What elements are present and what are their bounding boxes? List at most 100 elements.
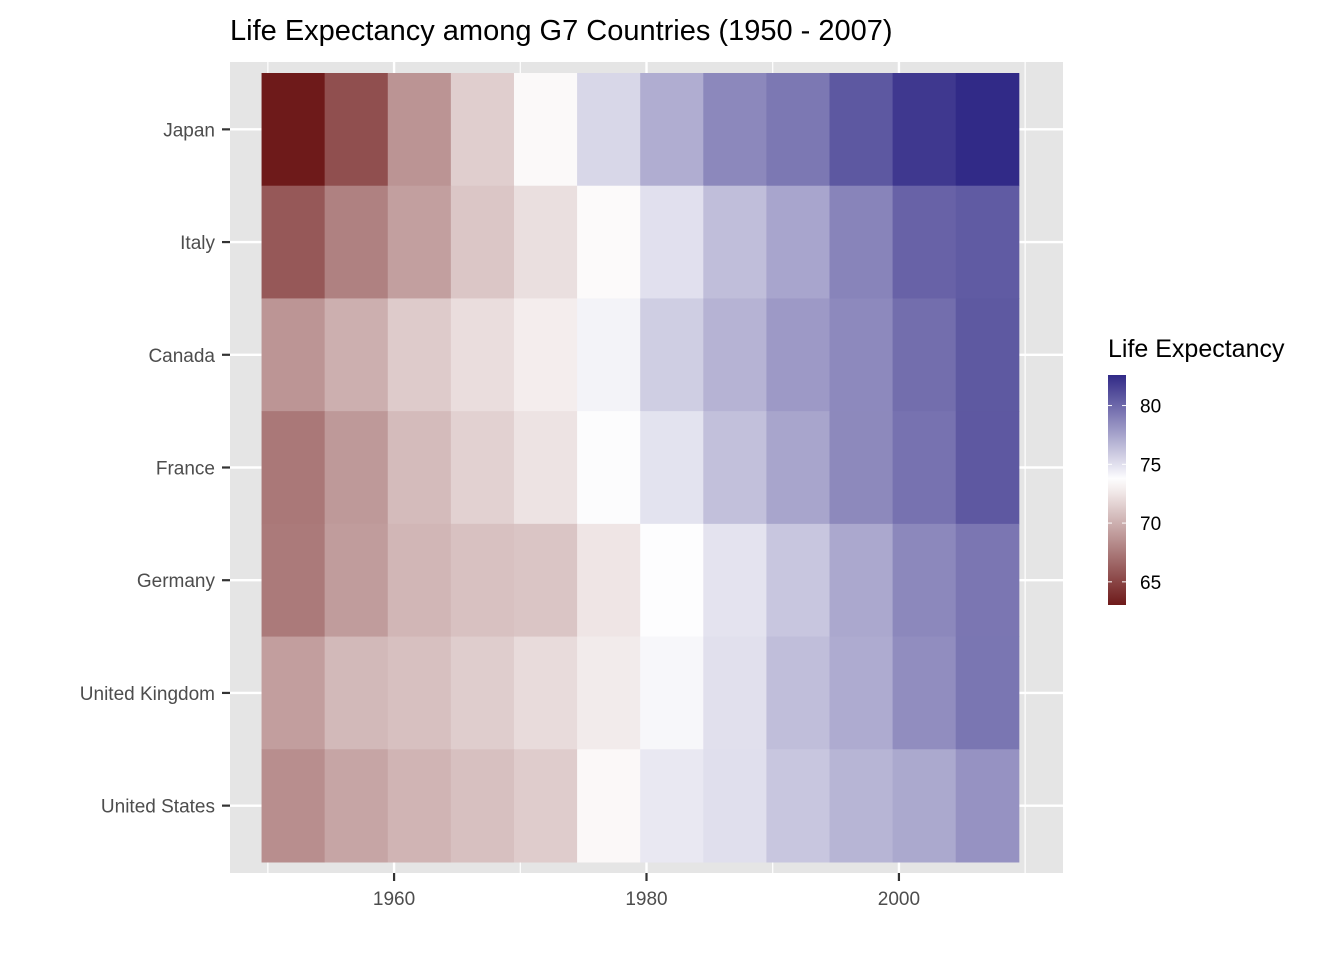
heatmap-tile <box>577 749 641 863</box>
heatmap-tile <box>324 185 389 299</box>
x-tick-label: 2000 <box>878 889 920 910</box>
heatmap-tile <box>829 298 894 412</box>
heatmap-tile <box>387 411 452 525</box>
heatmap-tile <box>261 749 326 863</box>
heatmap-tile <box>703 298 767 412</box>
legend-label: 70 <box>1140 514 1161 535</box>
heatmap-tile <box>703 636 767 750</box>
heatmap-tile <box>766 636 831 750</box>
heatmap-tile <box>703 523 767 638</box>
y-tick-label: Japan <box>163 120 215 141</box>
heatmap-tile <box>892 411 957 525</box>
heatmap-tile <box>703 185 767 299</box>
legend-label: 75 <box>1140 455 1161 476</box>
heatmap-tile <box>324 749 389 863</box>
heatmap-tile <box>387 749 452 863</box>
chart-title: Life Expectancy among G7 Countries (1950… <box>230 15 893 47</box>
heatmap-tile <box>892 298 957 412</box>
heatmap-tile <box>324 298 389 412</box>
heatmap-tile <box>577 185 641 299</box>
heatmap-tile <box>450 523 515 638</box>
heatmap-tile <box>640 73 704 187</box>
heatmap-tile <box>892 749 957 863</box>
heatmap-tile <box>450 636 515 750</box>
heatmap-tile <box>261 411 326 525</box>
heatmap-tile <box>955 185 1020 299</box>
x-axis: 1960 1980 2000 <box>373 873 920 910</box>
heatmap-tile <box>450 749 515 863</box>
heatmap-tile <box>387 523 452 638</box>
heatmap-tile <box>513 411 578 525</box>
heatmap-tile <box>640 185 704 299</box>
heatmap-tile <box>955 749 1020 863</box>
heatmap-tile <box>829 636 894 750</box>
heatmap-tile <box>892 636 957 750</box>
heatmap-tiles <box>261 73 1020 863</box>
y-tick-label: Canada <box>148 346 215 367</box>
heatmap-tile <box>450 185 515 299</box>
heatmap-tile <box>577 298 641 412</box>
x-tick-label: 1980 <box>625 889 667 910</box>
heatmap-tile <box>955 73 1020 187</box>
heatmap-tile <box>261 73 326 187</box>
heatmap-tile <box>261 523 326 638</box>
heatmap-tile <box>387 298 452 412</box>
heatmap-tile <box>766 523 831 638</box>
heatmap-tile <box>324 411 389 525</box>
heatmap-tile <box>955 636 1020 750</box>
heatmap-tile <box>450 411 515 525</box>
heatmap-tile <box>766 185 831 299</box>
heatmap-tile <box>387 185 452 299</box>
y-tick-label: Germany <box>137 571 216 592</box>
heatmap-tile <box>829 749 894 863</box>
heatmap-tile <box>955 411 1020 525</box>
heatmap-tile <box>892 73 957 187</box>
heatmap-tile <box>387 636 452 750</box>
heatmap-tile <box>513 73 578 187</box>
heatmap-tile <box>955 298 1020 412</box>
heatmap-tile <box>829 185 894 299</box>
heatmap-tile <box>892 523 957 638</box>
heatmap-tile <box>640 411 704 525</box>
heatmap-tile <box>829 73 894 187</box>
heatmap-tile <box>640 298 704 412</box>
legend-title: Life Expectancy <box>1108 335 1285 363</box>
heatmap-tile <box>577 411 641 525</box>
heatmap-tile <box>324 636 389 750</box>
heatmap-tile <box>261 636 326 750</box>
heatmap-tile <box>450 298 515 412</box>
x-tick-label: 1960 <box>373 889 415 910</box>
legend-label: 80 <box>1140 397 1161 418</box>
heatmap-tile <box>513 185 578 299</box>
heatmap-tile <box>324 523 389 638</box>
heatmap-tile <box>324 73 389 187</box>
heatmap-tile <box>766 73 831 187</box>
heatmap-tile <box>450 73 515 187</box>
y-tick-label: United Kingdom <box>80 684 215 705</box>
heatmap-tile <box>703 411 767 525</box>
heatmap-tile <box>766 298 831 412</box>
heatmap-tile <box>261 298 326 412</box>
heatmap-tile <box>703 749 767 863</box>
heatmap-tile <box>703 73 767 187</box>
heatmap-tile <box>513 523 578 638</box>
heatmap-tile <box>892 185 957 299</box>
heatmap-tile <box>766 749 831 863</box>
heatmap-tile <box>261 185 326 299</box>
heatmap-tile <box>513 636 578 750</box>
legend-colorbar <box>1108 375 1126 605</box>
heatmap-tile <box>387 73 452 187</box>
heatmap-tile <box>955 523 1020 638</box>
y-axis: Japan Italy Canada France Germany United King… <box>80 120 230 818</box>
heatmap-tile <box>513 749 578 863</box>
heatmap-tile <box>640 636 704 750</box>
heatmap-tile <box>577 636 641 750</box>
heatmap-tile <box>577 523 641 638</box>
y-tick-label: France <box>156 459 215 480</box>
legend-label: 65 <box>1140 573 1161 594</box>
heatmap-tile <box>577 73 641 187</box>
y-tick-label: United States <box>101 797 215 818</box>
heatmap-tile <box>766 411 831 525</box>
y-tick-label: Italy <box>180 233 215 254</box>
